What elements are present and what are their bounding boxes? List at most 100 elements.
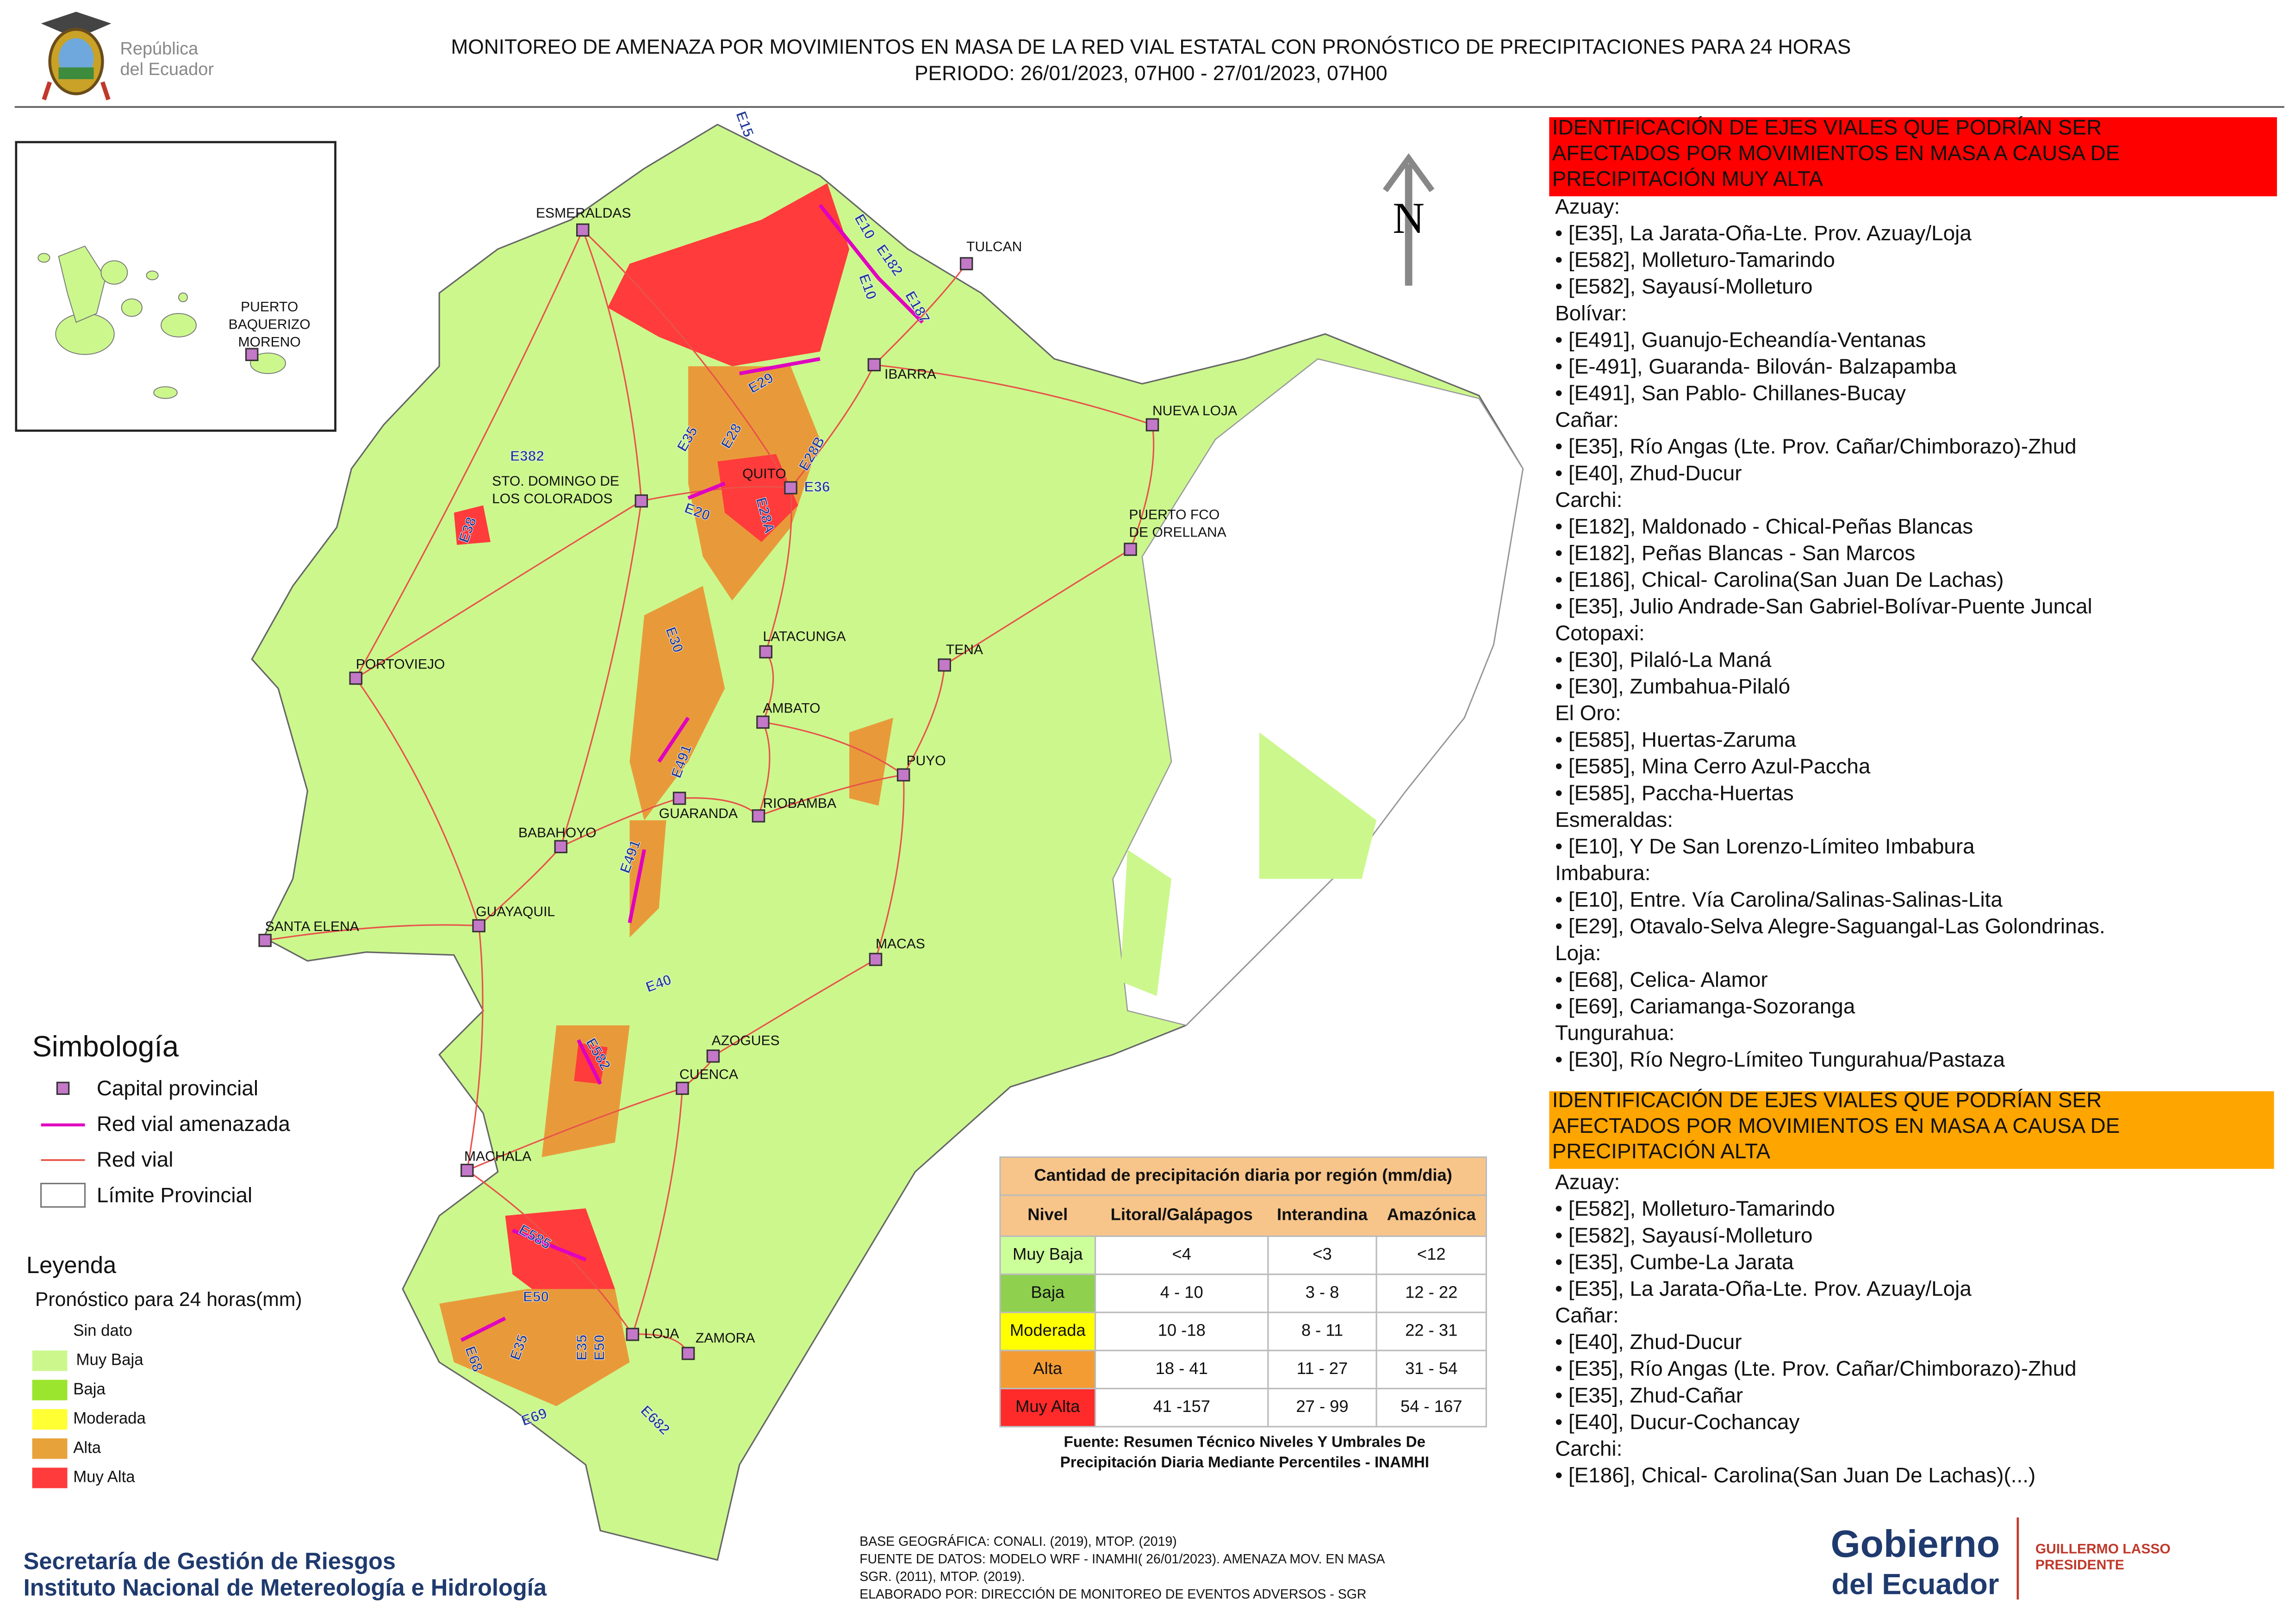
threatened-road xyxy=(687,481,726,500)
legend-item: Alta xyxy=(73,1438,101,1456)
table-cell xyxy=(1267,1387,1377,1428)
panel-line: Tungurahua: xyxy=(1555,1021,1674,1045)
panel-line: • [E35], Río Angas (Lte. Prov. Cañar/Chi… xyxy=(1555,1356,2077,1380)
ecuador-shield xyxy=(41,12,112,100)
city-label: AMBATO xyxy=(763,700,820,716)
no-data-area xyxy=(1112,358,1524,1026)
panel-heading-box xyxy=(1549,1091,2274,1169)
panel-line: • [E491], San Pablo- Chillanes-Bucay xyxy=(1555,381,1906,405)
table-cell xyxy=(1095,1349,1269,1390)
city-marker xyxy=(1145,418,1159,431)
table-cell-text: Muy Baja xyxy=(1013,1244,1083,1263)
table-cell-text: Alta xyxy=(1033,1359,1062,1378)
galapagos-inset xyxy=(15,141,336,432)
road xyxy=(790,364,875,488)
panel-line: • [E10], Entre. Vía Carolina/Salinas-Sal… xyxy=(1555,887,2003,912)
panel-line: • [E40], Zhud-Ducur xyxy=(1555,461,1742,485)
city-marker xyxy=(706,1049,720,1063)
road xyxy=(758,774,904,817)
map-title: PERIODO: 26/01/2023, 07H00 - 27/01/2023,… xyxy=(915,62,1388,85)
city-label: AZOGUES xyxy=(712,1033,780,1049)
table-cell-text: 10 -18 xyxy=(1158,1321,1206,1340)
legend-item: Muy Alta xyxy=(73,1468,135,1486)
table-cell-text: 22 - 31 xyxy=(1405,1321,1457,1340)
table-cell xyxy=(1095,1235,1269,1275)
city-label: RIOBAMBA xyxy=(763,796,836,811)
legend-swatch xyxy=(32,1350,68,1371)
panel-line: Loja: xyxy=(1555,941,1601,965)
table-cell-text: 4 - 10 xyxy=(1160,1282,1203,1301)
panel-line: Azuay: xyxy=(1555,194,1620,218)
logo-text: República xyxy=(120,39,199,59)
city-label: NUEVA LOJA xyxy=(1152,403,1237,418)
table-header: Amazónica xyxy=(1387,1205,1476,1224)
panel-line: • [E582], Sayausí-Molleturo xyxy=(1555,1223,1812,1247)
north-arrow xyxy=(1382,153,1435,286)
city-label: MORENO xyxy=(238,334,301,350)
city-marker xyxy=(756,715,770,729)
logo-text: del Ecuador xyxy=(120,60,214,79)
road xyxy=(902,665,946,775)
road xyxy=(355,500,642,679)
table-cell xyxy=(1375,1235,1487,1275)
table-cell-text: 18 - 41 xyxy=(1156,1359,1208,1378)
road-label: E35 xyxy=(573,1335,590,1361)
table-cell-text: 41 -157 xyxy=(1153,1397,1210,1416)
panel-heading: PRECIPITACIÓN ALTA xyxy=(1552,1139,1771,1163)
road xyxy=(632,1088,683,1335)
road xyxy=(265,924,479,941)
table-cell-text: <12 xyxy=(1417,1244,1446,1263)
gov-logo: del Ecuador xyxy=(1831,1568,1999,1600)
city-marker xyxy=(1124,543,1137,556)
panel-line: Cañar: xyxy=(1555,407,1619,431)
road-label: E36 xyxy=(804,478,830,495)
panel-line: • [E35], La Jarata-Oña-Lte. Prov. Azuay/… xyxy=(1555,221,1972,245)
capital-symbol xyxy=(56,1081,70,1095)
city-marker xyxy=(626,1328,640,1341)
road xyxy=(712,959,876,1057)
panel-heading-box xyxy=(1549,117,2277,197)
threatened-road xyxy=(877,277,924,324)
table-cell xyxy=(1267,1235,1377,1275)
city-marker xyxy=(258,934,272,947)
legend-item: Moderada xyxy=(73,1409,146,1427)
road-label: E50 xyxy=(591,1335,608,1361)
city-label: TENA xyxy=(946,642,983,657)
legend-item: Límite Provincial xyxy=(97,1183,252,1207)
threatened-road xyxy=(657,717,690,763)
road-label: E382 xyxy=(510,448,544,464)
city-label: PUERTO FCO xyxy=(1129,507,1220,523)
city-label: SANTA ELENA xyxy=(265,919,359,934)
table-header: Nivel xyxy=(1027,1205,1068,1224)
city-marker xyxy=(752,809,765,823)
road xyxy=(467,1169,634,1335)
table-cell-text: Muy Alta xyxy=(1015,1397,1080,1416)
panel-heading: AFECTADOS POR MOVIMIENTOS EN MASA A CAUS… xyxy=(1552,141,2120,165)
road xyxy=(478,846,561,926)
panel-line: • [E30], Pilaló-La Maná xyxy=(1555,647,1772,671)
city-label: DE ORELLANA xyxy=(1129,525,1226,540)
city-marker xyxy=(635,494,648,508)
table-cell xyxy=(1095,1312,1269,1351)
city-label: ZAMORA xyxy=(696,1330,755,1346)
road xyxy=(758,722,771,816)
city-marker xyxy=(938,658,951,672)
road xyxy=(1130,425,1155,550)
city-label: PUERTO xyxy=(241,299,298,314)
city-label: STO. DOMINGO DE xyxy=(492,474,619,489)
city-label: PORTOVIEJO xyxy=(356,656,445,672)
city-label: LOS COLORADOS xyxy=(492,491,612,506)
threatened-road xyxy=(460,1317,506,1342)
road xyxy=(355,678,480,926)
map-title: MONITOREO DE AMENAZA POR MOVIMIENTOS EN … xyxy=(451,36,1851,58)
city-marker xyxy=(759,645,772,659)
road xyxy=(763,721,904,776)
gov-logo: Gobierno xyxy=(1831,1523,2000,1565)
city-label: MACAS xyxy=(876,937,925,952)
city-label: PUYO xyxy=(906,753,946,768)
city-label: IBARRA xyxy=(884,367,936,382)
org-name: Instituto Nacional de Metereología e Hid… xyxy=(24,1574,547,1600)
panel-line: • [E35], Julio Andrade-San Gabriel-Bolív… xyxy=(1555,594,2092,618)
boundary-symbol xyxy=(40,1182,86,1208)
legend-item: Baja xyxy=(73,1380,106,1398)
